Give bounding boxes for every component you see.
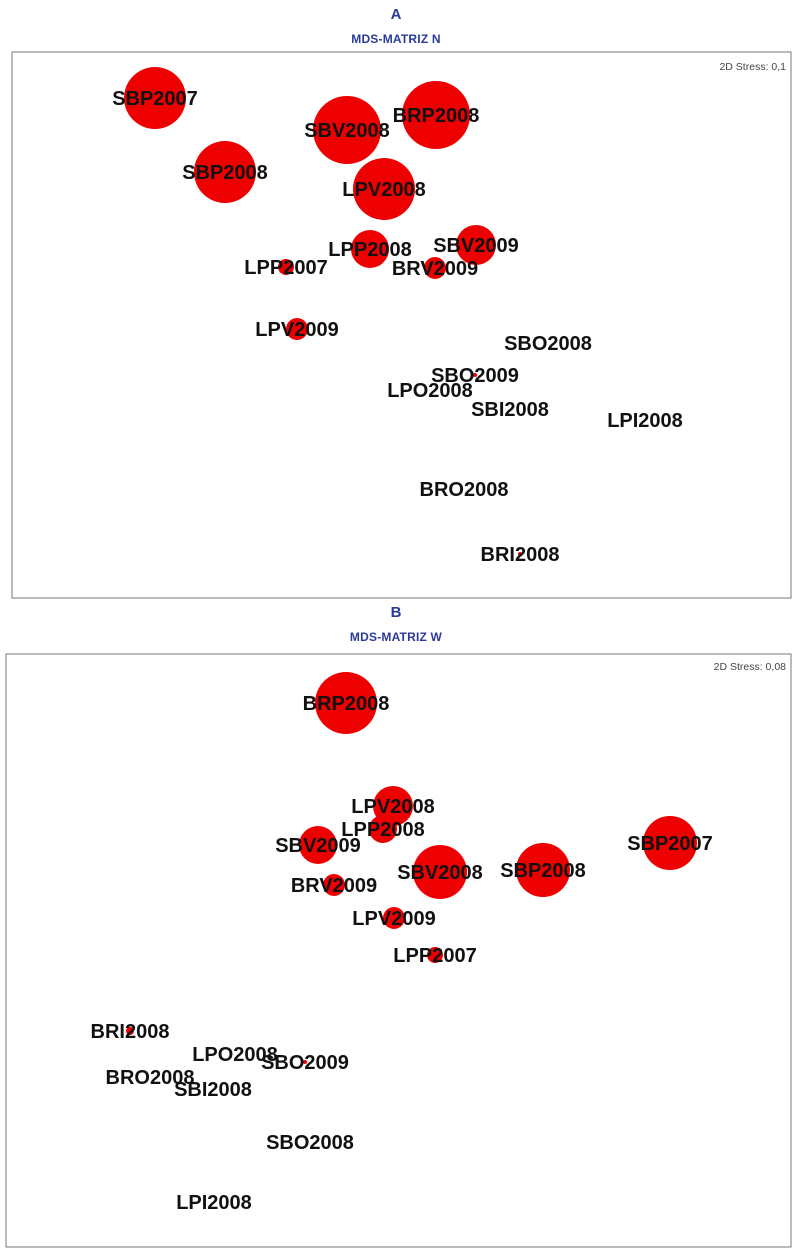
point-label-sbv2008: SBV2008 [304,120,390,142]
point-label-sbv2009: SBV2009 [275,835,361,857]
point-label-brv2009: BRV2009 [291,875,377,897]
bubble-sbp2007 [124,67,186,129]
bubble-sbv2009 [299,826,337,864]
point-label-bro2008: BRO2008 [106,1067,195,1089]
point-label-lpo2008: LPO2008 [387,380,473,402]
point-label-bri2008: BRI2008 [481,544,560,566]
bubble-lpp2008 [351,230,389,268]
bubble-sbv2008 [413,845,467,899]
point-label-brp2008: BRP2008 [303,693,390,715]
bubble-bri2008 [126,1027,134,1035]
bubble-brp2008 [402,81,470,149]
point-label-lpp2008: LPP2008 [341,819,424,841]
point-label-sbi2008: SBI2008 [174,1079,252,1101]
point-label-lpp2007: LPP2007 [244,257,327,279]
point-label-lpi2008: LPI2008 [607,410,683,432]
bubble-sbp2008 [194,141,256,203]
point-label-bro2008: BRO2008 [420,479,509,501]
point-label-sbo2009: SBO2009 [261,1052,349,1074]
bubble-bri2008 [518,552,522,556]
panel-a-letter: A [390,6,402,23]
bubble-lpv2009 [383,907,405,929]
bubble-brv2009 [424,257,446,279]
bubble-brv2009 [323,874,345,896]
point-label-brp2008: BRP2008 [393,105,480,127]
point-label-sbv2009: SBV2009 [433,235,519,257]
point-label-sbp2007: SBP2007 [627,833,713,855]
panel-b-letter: B [390,604,402,621]
bubble-brp2008 [315,672,377,734]
point-label-lpp2008: LPP2008 [328,239,411,261]
bubble-sbo2009 [473,373,477,377]
point-label-lpo2008: LPO2008 [192,1044,278,1066]
point-label-lpv2009: LPV2009 [352,908,435,930]
point-label-lpv2008: LPV2008 [351,796,434,818]
plot-a-frame [11,51,792,599]
point-label-sbv2008: SBV2008 [397,862,483,884]
point-label-lpv2008: LPV2008 [342,179,425,201]
bubble-lpv2009 [286,318,308,340]
point-label-sbp2008: SBP2008 [500,860,586,882]
point-label-sbo2008: SBO2008 [504,333,592,355]
panel-b-title: MDS-MATRIZ W [349,630,443,644]
bubble-sbp2008 [516,843,570,897]
plot-b-stress: 2D Stress: 0,08 [714,661,787,673]
plot-b-bubbles [126,672,697,1064]
panel-a-title: MDS-MATRIZ N [351,32,441,46]
point-label-sbo2008: SBO2008 [266,1132,354,1154]
bubble-sbv2009 [456,225,496,265]
bubble-lpp2007 [278,259,294,275]
point-label-sbp2008: SBP2008 [182,162,268,184]
point-label-sbo2009: SBO2009 [431,365,519,387]
point-label-bri2008: BRI2008 [91,1021,170,1043]
bubble-sbp2007 [643,816,697,870]
point-label-lpi2008: LPI2008 [176,1192,252,1214]
plot-b-frame [5,653,792,1248]
point-label-lpv2009: LPV2009 [255,319,338,341]
point-label-sbp2007: SBP2007 [112,88,198,110]
bubble-sbv2008 [313,96,381,164]
bubble-lpp2007 [427,947,443,963]
point-label-sbi2008: SBI2008 [471,399,549,421]
point-label-brv2009: BRV2009 [392,258,478,280]
bubble-lpv2008 [353,158,415,220]
plot-a-stress: 2D Stress: 0,1 [719,61,786,73]
mds-plot-a: 2D Stress: 0,1 SBP2007BRP2008SBV2008SBP2… [11,51,792,599]
bubble-sbo2009 [303,1060,307,1064]
bubble-lpp2008 [369,815,397,843]
point-label-lpp2007: LPP2007 [393,945,476,967]
plot-a-bubbles [124,67,522,556]
